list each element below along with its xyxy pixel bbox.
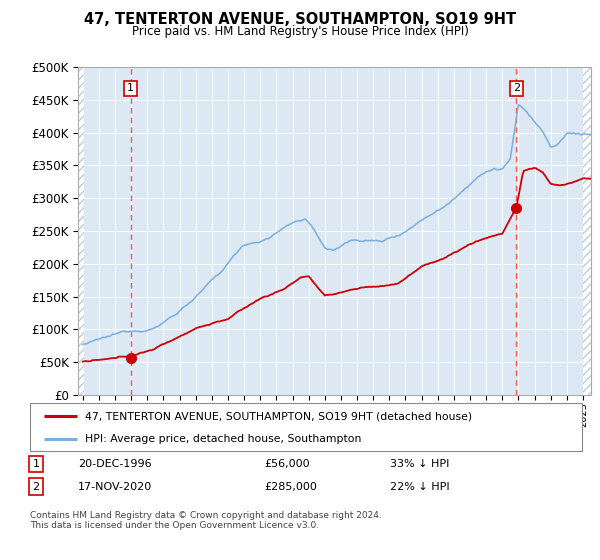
Text: £285,000: £285,000	[264, 482, 317, 492]
Text: 2: 2	[513, 83, 520, 94]
Text: 17-NOV-2020: 17-NOV-2020	[78, 482, 152, 492]
Text: Price paid vs. HM Land Registry's House Price Index (HPI): Price paid vs. HM Land Registry's House …	[131, 25, 469, 38]
Text: 2: 2	[32, 482, 40, 492]
FancyBboxPatch shape	[30, 403, 582, 451]
Bar	[78, 67, 84, 395]
Text: 22% ↓ HPI: 22% ↓ HPI	[390, 482, 449, 492]
Text: 1: 1	[32, 459, 40, 469]
Bar	[583, 67, 591, 395]
Text: 47, TENTERTON AVENUE, SOUTHAMPTON, SO19 9HT (detached house): 47, TENTERTON AVENUE, SOUTHAMPTON, SO19 …	[85, 411, 472, 421]
Text: 20-DEC-1996: 20-DEC-1996	[78, 459, 152, 469]
Text: 33% ↓ HPI: 33% ↓ HPI	[390, 459, 449, 469]
Text: 1: 1	[127, 83, 134, 94]
Text: Contains HM Land Registry data © Crown copyright and database right 2024.
This d: Contains HM Land Registry data © Crown c…	[30, 511, 382, 530]
Text: HPI: Average price, detached house, Southampton: HPI: Average price, detached house, Sout…	[85, 434, 362, 444]
Text: 47, TENTERTON AVENUE, SOUTHAMPTON, SO19 9HT: 47, TENTERTON AVENUE, SOUTHAMPTON, SO19 …	[84, 12, 516, 27]
Text: £56,000: £56,000	[264, 459, 310, 469]
